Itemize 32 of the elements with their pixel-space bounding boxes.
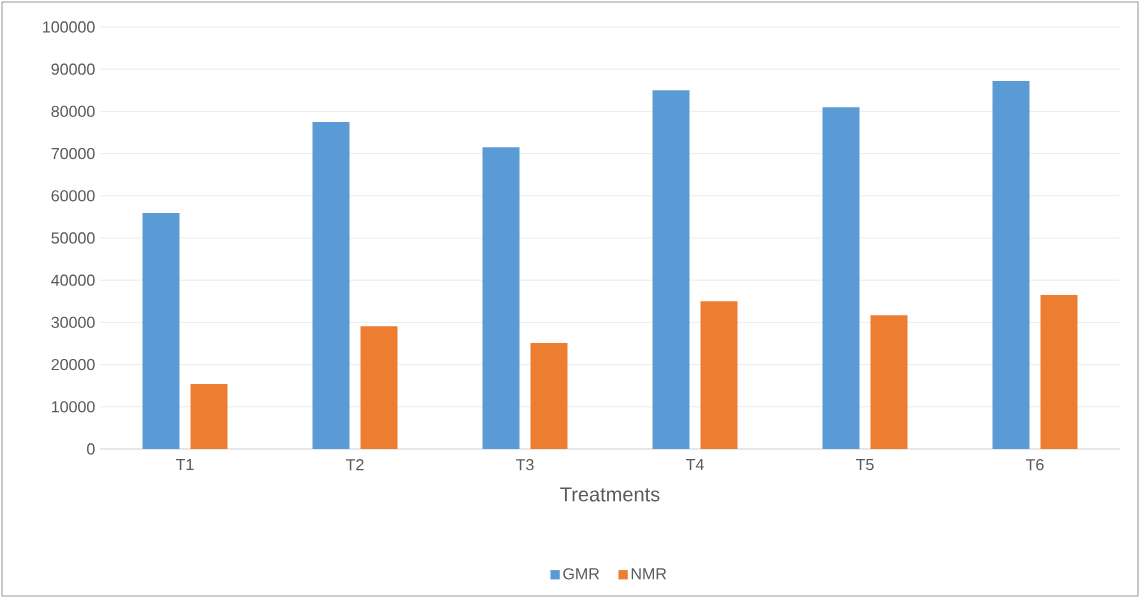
bar: [360, 326, 398, 449]
bar: [870, 315, 908, 449]
y-tick-label: 40000: [51, 274, 95, 286]
bar: [142, 213, 180, 449]
x-tick-label: T1: [176, 459, 194, 471]
legend-label: NMR: [631, 568, 667, 580]
y-tick-label: 90000: [51, 63, 95, 75]
x-tick-label: T5: [856, 459, 874, 471]
y-tick-label: 60000: [51, 190, 95, 202]
y-tick-label: 30000: [51, 316, 95, 329]
x-tick-label: T3: [516, 459, 534, 471]
bar: [312, 121, 350, 449]
bar: [530, 343, 568, 449]
bar: [1040, 294, 1078, 449]
y-tick-label: 0: [87, 443, 95, 455]
y-tick-label: 50000: [51, 232, 95, 244]
y-tick-label: 20000: [51, 358, 95, 371]
x-tick-label: T6: [1026, 459, 1044, 471]
y-tick-label: 80000: [51, 105, 95, 118]
y-tick-label: 100000: [43, 21, 95, 33]
x-axis-title: Treatments: [560, 487, 660, 502]
bar: [482, 147, 520, 449]
bar: [822, 107, 860, 449]
x-tick-label: T2: [346, 459, 364, 471]
bar: [652, 90, 690, 449]
legend-label: GMR: [563, 568, 600, 580]
y-tick-label: 10000: [52, 401, 95, 413]
bar: [700, 301, 738, 449]
bar: [190, 384, 228, 449]
bar: [992, 81, 1030, 449]
x-tick-label: T4: [686, 459, 704, 471]
y-tick-label: 70000: [51, 147, 95, 160]
